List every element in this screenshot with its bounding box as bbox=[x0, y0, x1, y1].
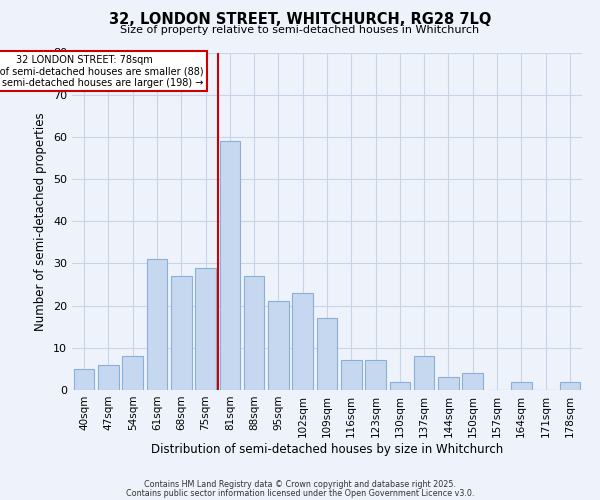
Bar bbox=[122, 356, 143, 390]
Bar bbox=[244, 276, 265, 390]
Bar bbox=[560, 382, 580, 390]
Bar bbox=[98, 364, 119, 390]
Bar bbox=[195, 268, 216, 390]
Text: 32, LONDON STREET, WHITCHURCH, RG28 7LQ: 32, LONDON STREET, WHITCHURCH, RG28 7LQ bbox=[109, 12, 491, 28]
Bar bbox=[511, 382, 532, 390]
Bar bbox=[292, 293, 313, 390]
Text: Size of property relative to semi-detached houses in Whitchurch: Size of property relative to semi-detach… bbox=[121, 25, 479, 35]
Text: Contains HM Land Registry data © Crown copyright and database right 2025.: Contains HM Land Registry data © Crown c… bbox=[144, 480, 456, 489]
Bar bbox=[146, 259, 167, 390]
Bar bbox=[268, 302, 289, 390]
Bar bbox=[389, 382, 410, 390]
Text: 32 LONDON STREET: 78sqm
← 31% of semi-detached houses are smaller (88)
69% of se: 32 LONDON STREET: 78sqm ← 31% of semi-de… bbox=[0, 54, 204, 88]
Bar bbox=[220, 141, 240, 390]
X-axis label: Distribution of semi-detached houses by size in Whitchurch: Distribution of semi-detached houses by … bbox=[151, 442, 503, 456]
Text: Contains public sector information licensed under the Open Government Licence v3: Contains public sector information licen… bbox=[126, 488, 474, 498]
Bar bbox=[414, 356, 434, 390]
Bar bbox=[463, 373, 483, 390]
Bar bbox=[317, 318, 337, 390]
Bar bbox=[341, 360, 362, 390]
Y-axis label: Number of semi-detached properties: Number of semi-detached properties bbox=[34, 112, 47, 330]
Bar bbox=[438, 378, 459, 390]
Bar bbox=[365, 360, 386, 390]
Bar bbox=[74, 369, 94, 390]
Bar bbox=[171, 276, 191, 390]
